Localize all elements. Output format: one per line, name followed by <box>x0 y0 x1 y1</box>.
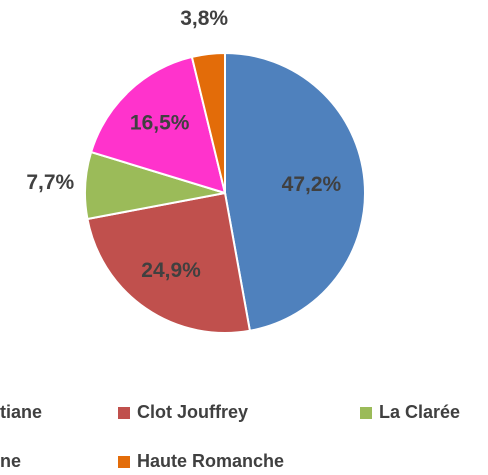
legend-label: ne <box>0 451 21 471</box>
data-label: 16,5% <box>130 111 190 134</box>
legend-label: tiane <box>0 402 42 422</box>
legend-label: Haute Romanche <box>137 451 284 471</box>
legend-swatch <box>118 456 130 468</box>
data-label: 47,2% <box>282 173 342 196</box>
data-label: 7,7% <box>26 171 74 194</box>
pie-slice <box>224 51 366 332</box>
legend-label: La Clarée <box>379 402 460 422</box>
legend-label: Clot Jouffrey <box>137 402 248 422</box>
pie-slice <box>86 191 252 334</box>
data-label: 24,9% <box>141 259 201 282</box>
legend-swatch <box>360 407 372 419</box>
data-label: 3,8% <box>180 7 228 30</box>
legend-swatch <box>118 407 130 419</box>
pie-slice <box>89 55 227 195</box>
pie-slice <box>190 51 226 194</box>
